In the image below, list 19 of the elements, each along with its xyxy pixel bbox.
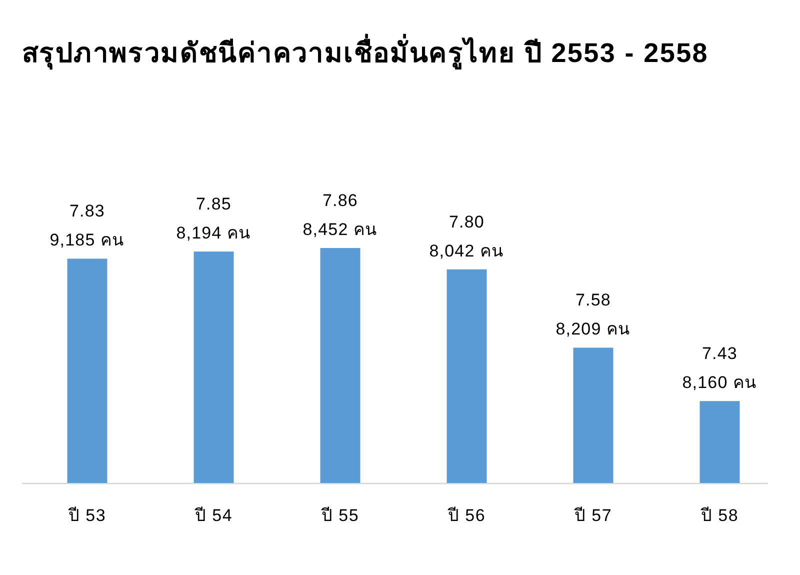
data-label: 7.58 [576,290,611,310]
annotation: 8,194 คน [176,224,252,243]
data-label: 7.83 [70,202,105,221]
data-label: 7.43 [702,344,738,364]
chart-title: สรุปภาพรวมดัชนีค่าความเชื่อมั่นครูไทย ปี 2553 - 2558 [22,33,709,70]
data-label: 7.86 [322,191,358,210]
annotation: 8,452 คน [302,220,378,239]
x-tick-label: ปี 58 [700,506,739,525]
data-label: 7.80 [449,212,484,232]
x-tick-label: ปี 56 [446,506,486,525]
x-tick-label: ปี 57 [573,506,612,525]
x-tick-label: ปี 53 [67,506,106,525]
x-tick-label: ปี 55 [320,506,360,525]
annotation: 8,160 คน [682,373,758,392]
annotation: 8,042 คน [429,241,504,260]
x-tick-label: ปี 54 [194,506,233,525]
annotation: 9,185 คน [50,230,125,250]
data-label: 7.85 [196,194,232,214]
annotation: 8,209 คน [556,320,631,339]
